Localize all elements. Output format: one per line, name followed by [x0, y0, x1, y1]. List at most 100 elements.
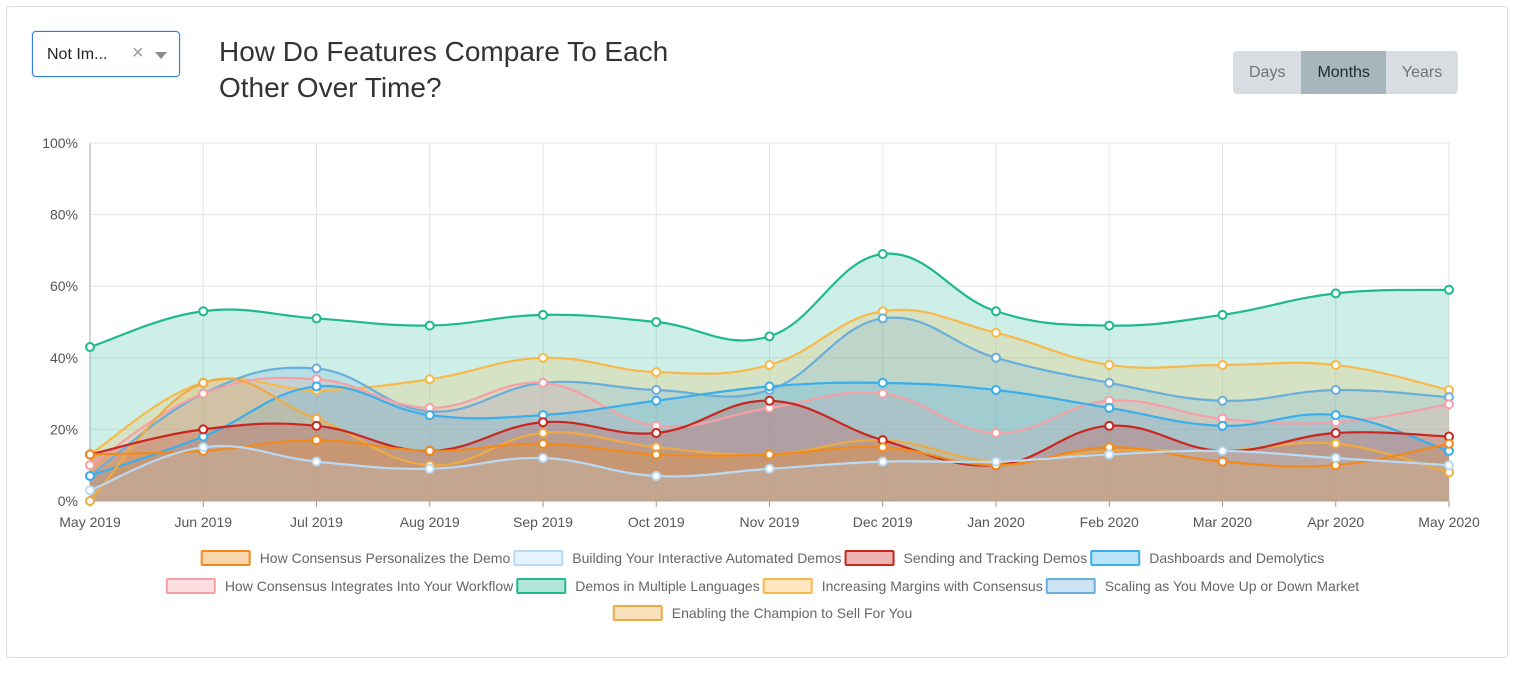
data-point[interactable] [424, 463, 435, 474]
legend-item[interactable]: Building Your Interactive Automated Demo… [513, 550, 842, 566]
data-point[interactable] [311, 313, 322, 324]
data-point[interactable] [651, 470, 662, 481]
data-point[interactable] [764, 331, 775, 342]
legend-swatch [762, 578, 813, 594]
data-point[interactable] [1217, 420, 1228, 431]
data-point[interactable] [1104, 402, 1115, 413]
data-point[interactable] [991, 327, 1001, 338]
data-point[interactable] [991, 427, 1001, 438]
legend-label: Increasing Margins with Consensus [822, 578, 1043, 594]
data-point[interactable] [651, 317, 662, 327]
legend-item[interactable]: Enabling the Champion to Sell For You [612, 605, 913, 621]
data-point[interactable] [877, 388, 888, 399]
data-point[interactable] [1104, 449, 1115, 460]
legend-item[interactable]: Dashboards and Demolytics [1090, 550, 1324, 566]
data-point[interactable] [1104, 377, 1115, 388]
data-point[interactable] [1330, 410, 1341, 421]
page-title-line-2: Other Over Time? [219, 72, 442, 103]
data-point[interactable] [85, 342, 95, 353]
data-point[interactable] [764, 449, 775, 460]
x-tick-label: Sep 2019 [513, 514, 573, 530]
legend-label: Sending and Tracking Demos [904, 550, 1088, 566]
data-point[interactable] [877, 442, 888, 453]
data-point[interactable] [85, 449, 95, 460]
data-point[interactable] [764, 395, 775, 406]
data-point[interactable] [538, 453, 548, 464]
data-point[interactable] [1330, 359, 1341, 370]
data-point[interactable] [1444, 460, 1454, 471]
data-point[interactable] [424, 445, 435, 456]
range-months-button[interactable]: Months [1301, 51, 1386, 94]
data-point[interactable] [311, 381, 322, 392]
range-years-button[interactable]: Years [1385, 51, 1459, 94]
data-point[interactable] [198, 306, 209, 317]
data-point[interactable] [424, 374, 435, 385]
data-point[interactable] [1330, 385, 1341, 396]
data-point[interactable] [1330, 438, 1341, 449]
data-point[interactable] [1444, 284, 1454, 295]
legend-item[interactable]: How Consensus Personalizes the Demo [200, 550, 511, 566]
data-point[interactable] [877, 377, 888, 388]
data-point[interactable] [651, 385, 662, 396]
legend-item[interactable]: How Consensus Integrates Into Your Workf… [165, 578, 514, 594]
data-point[interactable] [877, 313, 888, 324]
data-point[interactable] [311, 420, 322, 431]
data-point[interactable] [1217, 445, 1228, 456]
data-point[interactable] [538, 377, 548, 388]
data-point[interactable] [1444, 399, 1454, 410]
data-point[interactable] [1104, 420, 1115, 431]
data-point[interactable] [198, 377, 209, 388]
data-point[interactable] [311, 435, 322, 446]
data-point[interactable] [877, 248, 888, 259]
data-point[interactable] [198, 442, 209, 453]
data-point[interactable] [85, 470, 95, 481]
data-point[interactable] [311, 363, 322, 374]
data-point[interactable] [538, 417, 548, 428]
data-point[interactable] [198, 424, 209, 435]
data-point[interactable] [1217, 309, 1228, 320]
data-point[interactable] [1330, 288, 1341, 299]
data-point[interactable] [1444, 438, 1454, 449]
data-point[interactable] [1104, 359, 1115, 370]
data-point[interactable] [85, 485, 95, 496]
data-point[interactable] [991, 456, 1001, 467]
data-point[interactable] [538, 427, 548, 438]
data-point[interactable] [85, 460, 95, 471]
data-point[interactable] [651, 395, 662, 406]
feature-filter-select[interactable]: Not Im... × [32, 31, 180, 77]
data-point[interactable] [424, 410, 435, 421]
legend-label: Building Your Interactive Automated Demo… [572, 550, 841, 566]
y-tick-label: 60% [50, 278, 78, 294]
data-point[interactable] [538, 309, 548, 320]
data-point[interactable] [85, 496, 95, 506]
data-point[interactable] [1217, 395, 1228, 406]
legend-item[interactable]: Increasing Margins with Consensus [762, 578, 1043, 594]
data-point[interactable] [424, 320, 435, 331]
data-point[interactable] [311, 456, 322, 467]
data-point[interactable] [1217, 359, 1228, 370]
legend-item[interactable]: Scaling as You Move Up or Down Market [1045, 578, 1360, 594]
data-point[interactable] [764, 359, 775, 370]
data-point[interactable] [1104, 320, 1115, 331]
range-days-button[interactable]: Days [1233, 51, 1302, 94]
data-point[interactable] [1330, 453, 1341, 464]
legend-item[interactable]: Sending and Tracking Demos [844, 550, 1088, 566]
chevron-down-icon[interactable] [155, 52, 167, 59]
data-point[interactable] [991, 352, 1001, 363]
data-point[interactable] [1217, 456, 1228, 467]
data-point[interactable] [651, 367, 662, 378]
data-point[interactable] [764, 381, 775, 392]
data-point[interactable] [991, 306, 1001, 317]
data-point[interactable] [764, 463, 775, 474]
data-point[interactable] [877, 456, 888, 467]
data-point[interactable] [991, 385, 1001, 396]
data-point[interactable] [538, 438, 548, 449]
data-point[interactable] [538, 352, 548, 363]
x-tick-label: Jan 2020 [967, 514, 1025, 530]
data-point[interactable] [1330, 427, 1341, 438]
clear-icon[interactable]: × [132, 42, 144, 64]
legend-item[interactable]: Demos in Multiple Languages [516, 578, 760, 594]
data-point[interactable] [651, 449, 662, 460]
data-point[interactable] [198, 388, 209, 399]
data-point[interactable] [651, 427, 662, 438]
